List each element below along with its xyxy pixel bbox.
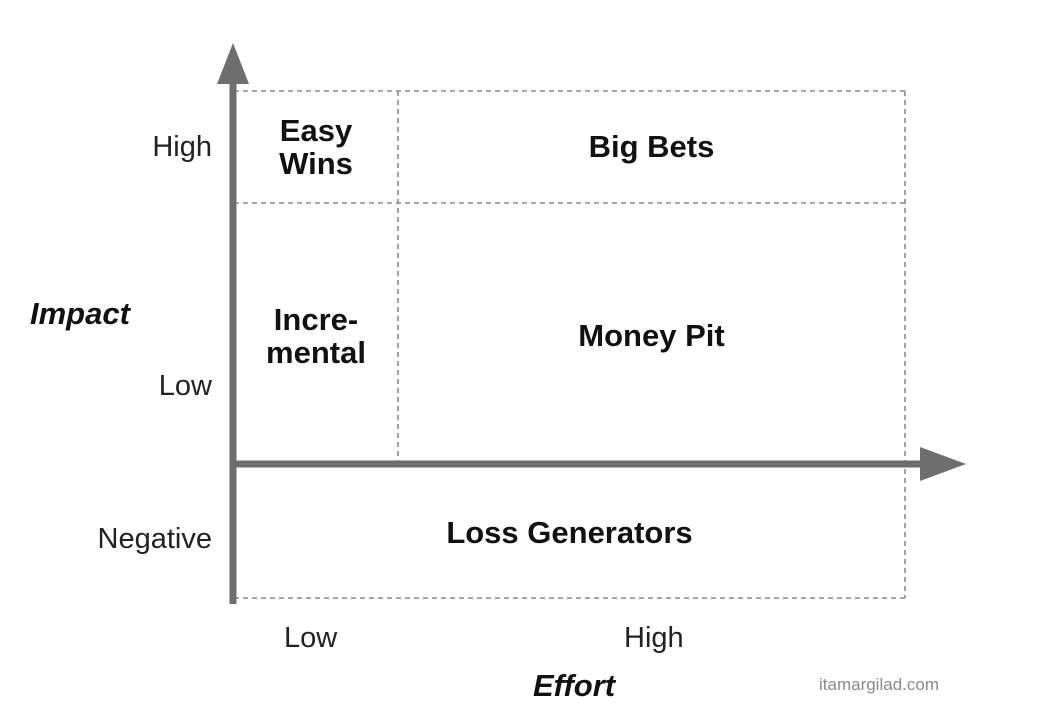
quadrant-money-pit: Money Pit (400, 232, 903, 440)
y-tick-high: High (152, 131, 212, 163)
quadrant-incremental: Incre- mental (236, 232, 396, 440)
y-axis-title: Impact (30, 296, 130, 331)
y-tick-low: Low (158, 370, 212, 402)
grid-lines (234, 90, 906, 599)
x-tick-high: High (624, 622, 684, 654)
quadrant-big-bets: Big Bets (400, 93, 903, 201)
y-axis-arrowhead (217, 43, 249, 84)
quadrant-easy-wins: Easy Wins (236, 93, 396, 201)
loss-generators-label: Loss Generators (446, 515, 693, 551)
incremental-line1: Incre- (273, 301, 359, 337)
x-tick-low: Low (284, 622, 338, 654)
y-tick-negative: Negative (97, 523, 212, 555)
quadrant-loss-generators: Loss Generators (236, 470, 903, 596)
money-pit-label: Money Pit (578, 318, 725, 354)
incremental-line2: mental (266, 335, 366, 370)
big-bets-label: Big Bets (588, 129, 715, 165)
x-axis-arrowhead (920, 447, 966, 481)
watermark-text: itamargilad.com (819, 675, 939, 694)
x-axis-title: Effort (533, 668, 616, 703)
easy-wins-line1: Easy (279, 112, 353, 148)
easy-wins-line2: Wins (279, 146, 353, 181)
